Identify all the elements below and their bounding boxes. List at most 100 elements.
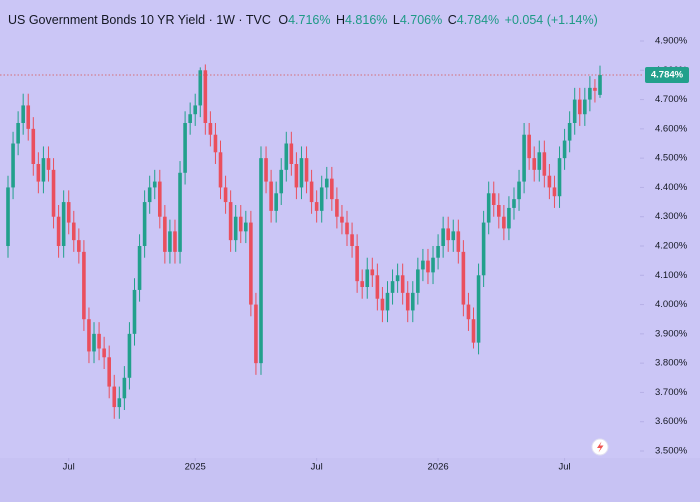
- candle-body: [213, 134, 218, 153]
- candle-body: [497, 205, 501, 217]
- candle-body: [244, 222, 248, 232]
- candle-body: [269, 181, 273, 211]
- candle-body: [249, 222, 253, 305]
- candle-body: [380, 298, 385, 311]
- last-price-label: 4.784%: [651, 69, 684, 80]
- candle-body: [314, 202, 319, 211]
- candle-body: [188, 114, 192, 123]
- candle-body: [512, 199, 516, 208]
- candle-body: [36, 164, 41, 182]
- candle-body: [208, 123, 213, 135]
- candle-body: [66, 202, 71, 223]
- candle-body: [567, 123, 572, 141]
- lightning-icon[interactable]: [597, 441, 604, 453]
- y-tick-label: 4.400%: [655, 182, 688, 193]
- candle-body: [598, 74, 602, 95]
- candle-body: [26, 105, 31, 129]
- candle-body: [279, 169, 284, 194]
- last-price-badge: [645, 66, 689, 83]
- candle-body: [537, 152, 542, 170]
- candle-body: [385, 292, 390, 311]
- candle-body: [142, 202, 147, 246]
- candle-body: [532, 158, 537, 170]
- candle-body: [355, 246, 359, 282]
- candle-body: [218, 152, 223, 188]
- candle-body: [486, 193, 491, 223]
- candle-body: [456, 231, 461, 252]
- x-tick-label: Jul: [559, 462, 571, 473]
- y-tick-label: 4.900%: [655, 36, 688, 47]
- candle-body: [395, 275, 400, 282]
- candle-body: [390, 281, 395, 293]
- candle-body: [117, 398, 122, 408]
- candle-body: [583, 99, 587, 115]
- candle-body: [441, 228, 445, 246]
- legend-key: H: [336, 13, 345, 27]
- candle-body: [31, 128, 36, 164]
- x-tick-label: Jul: [63, 462, 75, 473]
- candle-body: [203, 70, 208, 123]
- x-axis-strip: [0, 458, 700, 502]
- candle-body: [476, 275, 481, 343]
- candle-body: [400, 275, 405, 293]
- candle-body: [421, 260, 425, 270]
- legend-value: 4.716%: [288, 13, 330, 27]
- candle-body: [173, 231, 177, 252]
- candle-body: [157, 181, 162, 217]
- candle-body: [87, 319, 91, 352]
- candle-body: [163, 216, 167, 252]
- legend-key: C: [448, 13, 457, 27]
- candle-body: [102, 348, 106, 358]
- candle-body: [572, 99, 577, 123]
- candle-body: [319, 187, 324, 211]
- lightning-button[interactable]: [591, 438, 609, 456]
- candle-body: [522, 134, 526, 182]
- candle-body: [77, 240, 81, 252]
- candle-body: [152, 181, 157, 188]
- candle-body: [264, 158, 268, 182]
- legend-value: 4.784%: [457, 13, 499, 27]
- candle-body: [92, 333, 96, 352]
- candle-body: [294, 164, 299, 188]
- candle-body: [112, 386, 117, 408]
- candle-body: [198, 70, 203, 106]
- candle-body: [552, 187, 557, 197]
- candle-body: [238, 216, 243, 232]
- candle-body: [183, 123, 187, 173]
- candle-body: [178, 172, 182, 252]
- candle-body: [466, 304, 471, 320]
- candle-body: [517, 181, 521, 200]
- candle-body: [562, 140, 567, 159]
- candle-body: [330, 178, 334, 200]
- candle-body: [304, 158, 309, 182]
- candle-body: [132, 289, 137, 334]
- y-tick-label: 4.000%: [655, 299, 688, 310]
- legend-change: +0.054 (+1.14%): [505, 13, 598, 27]
- candle-body: [299, 158, 304, 188]
- candle-body: [360, 281, 364, 287]
- x-tick-label: 2025: [185, 462, 206, 473]
- candle-body: [21, 105, 25, 123]
- candle-body: [51, 169, 56, 217]
- candle-body: [289, 143, 294, 164]
- candle-body: [491, 193, 496, 205]
- candle-body: [137, 246, 142, 290]
- y-tick-label: 4.700%: [655, 94, 688, 105]
- y-tick-label: 4.200%: [655, 241, 688, 252]
- candle-body: [259, 158, 263, 364]
- chart-title: US Government Bonds 10 YR Yield · 1W · T…: [8, 13, 271, 27]
- candle-body: [107, 357, 111, 387]
- candle-body: [223, 187, 228, 203]
- candle-body: [481, 222, 486, 276]
- candle-body: [365, 269, 370, 287]
- candle-body: [502, 216, 506, 229]
- y-tick-label: 3.600%: [655, 416, 688, 427]
- y-tick-label: 4.600%: [655, 123, 688, 134]
- candle-body: [127, 333, 132, 378]
- candle-body: [370, 269, 375, 276]
- y-tick-label: 4.300%: [655, 211, 688, 222]
- candle-body: [335, 199, 339, 217]
